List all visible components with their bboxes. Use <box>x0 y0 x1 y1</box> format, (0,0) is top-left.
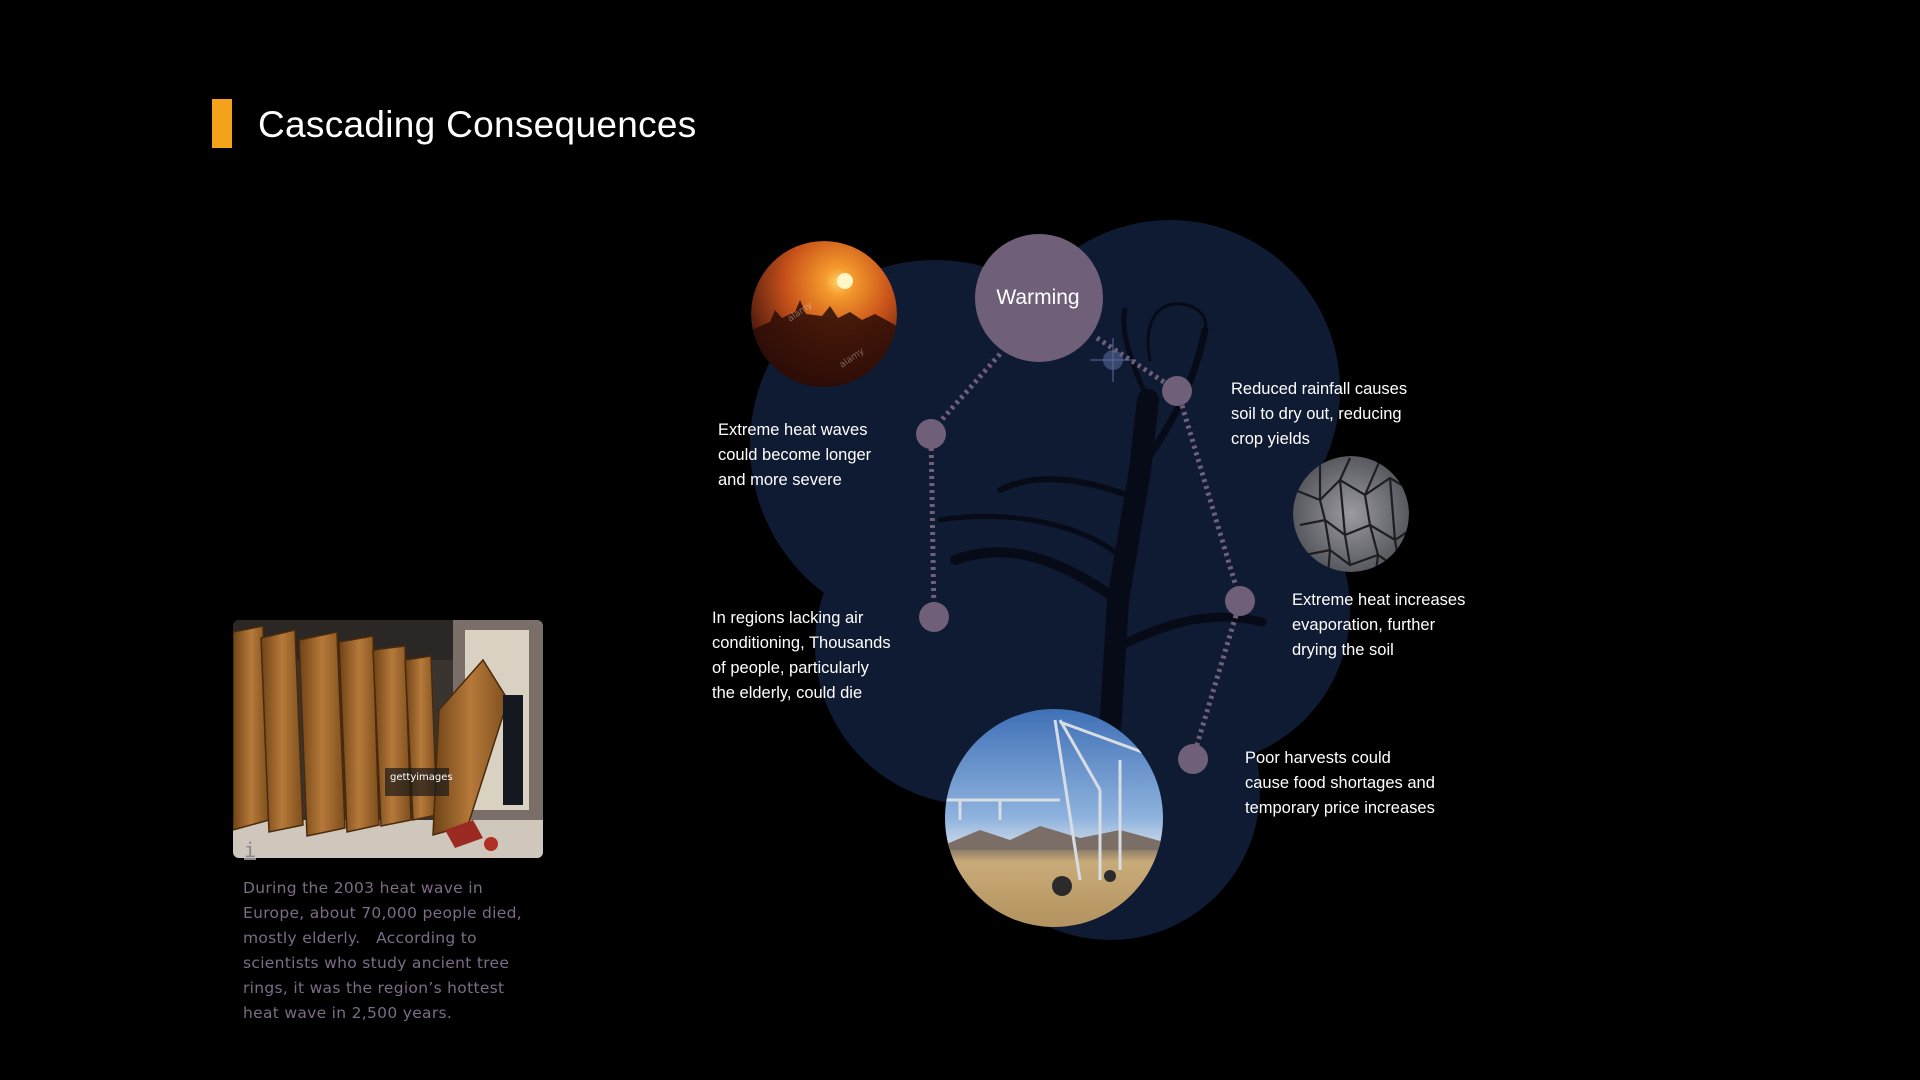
label-line: Extreme heat increases <box>1292 591 1466 609</box>
node-dot-heatwaves <box>916 419 946 449</box>
label-line: temporary price increases <box>1245 799 1435 817</box>
connector-warming-rainfall <box>1095 335 1178 393</box>
node-label-evaporation: Extreme heat increases evaporation, furt… <box>1292 588 1465 663</box>
label-line: drying the soil <box>1292 641 1394 659</box>
label-line: conditioning, Thousands <box>712 634 891 652</box>
node-label-harvests: Poor harvests could cause food shortages… <box>1245 746 1435 821</box>
node-dot-people <box>919 602 949 632</box>
label-line: Reduced rainfall causes <box>1231 380 1408 398</box>
label-line: crop yields <box>1231 430 1310 448</box>
connector-rainfall-evaporation <box>1175 391 1243 601</box>
node-label-people-die: In regions lacking air conditioning, Tho… <box>712 606 891 706</box>
node-dot-harvests <box>1178 744 1208 774</box>
warming-label: Warming <box>996 286 1080 309</box>
page-title: Cascading Consequences <box>258 104 697 145</box>
label-line: of people, particularly <box>712 659 869 677</box>
node-dot-rainfall <box>1162 376 1192 406</box>
label-line: evaporation, further <box>1292 616 1436 634</box>
warming-node <box>975 234 1103 362</box>
connectors <box>928 335 1243 759</box>
label-line: could become longer <box>718 446 872 464</box>
label-line: soil to dry out, reducing <box>1231 405 1402 423</box>
watermark-text: gettyimages <box>390 772 453 783</box>
sparkle <box>1090 338 1136 382</box>
irrigation-field-image <box>945 709 1163 927</box>
label-line: Poor harvests could <box>1245 749 1391 767</box>
label-line: and more severe <box>718 471 842 489</box>
label-line: the elderly, could die <box>712 684 863 702</box>
node-label-heat-waves: Extreme heat waves could become longer a… <box>718 418 871 493</box>
connector-evaporation-harvests <box>1190 601 1243 759</box>
title-accent-bar <box>212 99 232 148</box>
info-icon[interactable]: i <box>244 838 257 862</box>
coffins-image: gettyimages <box>233 620 543 858</box>
connector-heatwaves-people <box>928 433 937 618</box>
cracked-soil-image <box>1293 456 1409 572</box>
label-line: cause food shortages and <box>1245 774 1435 792</box>
node-dot-evaporation <box>1225 586 1255 616</box>
coffins-photo-card[interactable]: gettyimages <box>233 620 543 858</box>
label-line: Extreme heat waves <box>718 421 868 439</box>
node-label-rainfall: Reduced rainfall causes soil to dry out,… <box>1231 377 1407 452</box>
sunset-city-image: alamy alamy <box>751 241 897 387</box>
label-line: In regions lacking air <box>712 609 864 627</box>
photo-caption: During the 2003 heat wave in Europe, abo… <box>243 879 522 1022</box>
